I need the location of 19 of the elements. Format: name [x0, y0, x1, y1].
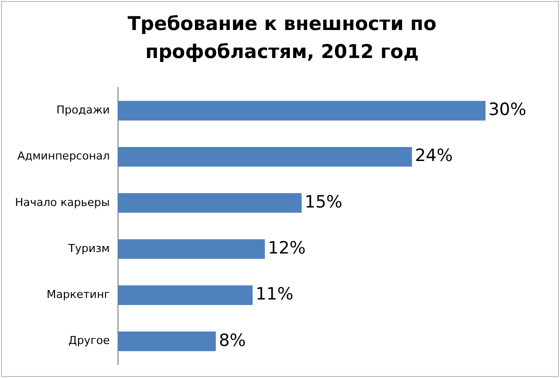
y-tick-label: Начало карьеры [15, 196, 110, 209]
y-tick-label: Другое [68, 334, 110, 348]
bar [118, 332, 216, 352]
bar [118, 146, 412, 167]
y-tick-label: Туризм [67, 242, 110, 255]
bar [118, 100, 486, 120]
data-label: 15% [304, 192, 342, 212]
chart-title: Требование к внешности по профобластям, 2012 год [126, 12, 438, 65]
data-label: 24% [414, 146, 453, 166]
y-tick-label: Маркетинг [46, 288, 110, 302]
bar [118, 285, 253, 306]
data-label: 8% [218, 330, 246, 351]
bar [118, 193, 302, 213]
data-label: 30% [488, 100, 526, 120]
data-label: 11% [256, 284, 294, 305]
y-tick-label: Продажи [56, 104, 110, 117]
bar [118, 239, 265, 259]
y-tick-label: Админперсонал [17, 150, 110, 163]
data-label: 12% [268, 238, 306, 258]
